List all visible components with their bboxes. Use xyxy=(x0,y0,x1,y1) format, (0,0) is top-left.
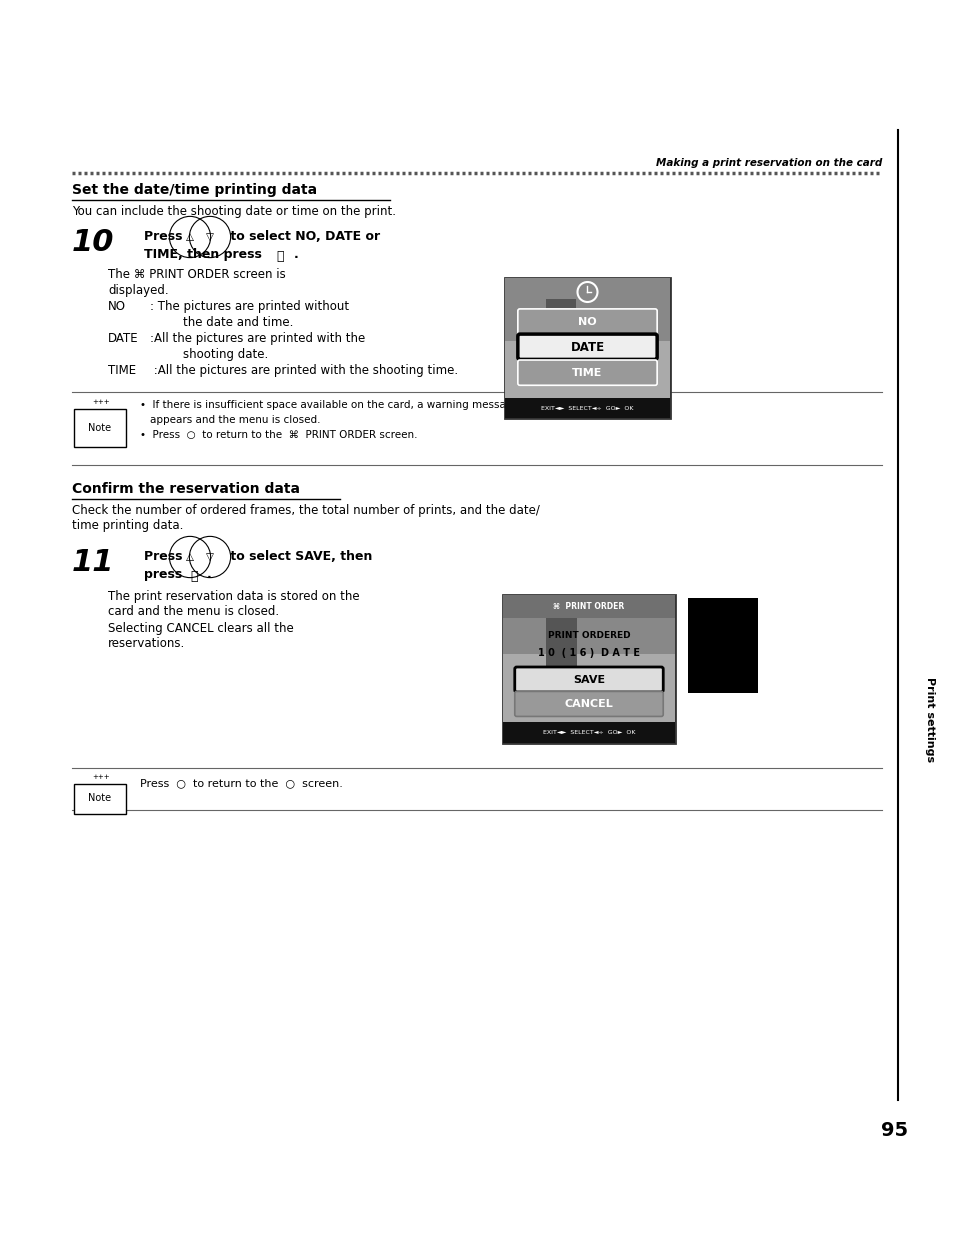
Text: card and the menu is closed.: card and the menu is closed. xyxy=(108,605,279,618)
Text: to select SAVE, then: to select SAVE, then xyxy=(226,550,372,563)
Text: EXIT◄►  SELECT◄÷  GO►  OK: EXIT◄► SELECT◄÷ GO► OK xyxy=(540,406,633,411)
Text: You can include the shooting date or time on the print.: You can include the shooting date or tim… xyxy=(71,206,395,218)
Text: DATE: DATE xyxy=(570,340,604,354)
Text: ▽: ▽ xyxy=(206,232,213,241)
Text: 11: 11 xyxy=(71,548,114,577)
Bar xyxy=(504,279,669,418)
Bar xyxy=(502,595,675,743)
Text: •  If there is insufficient space available on the card, a warning message: • If there is insufficient space availab… xyxy=(140,400,518,410)
Bar xyxy=(504,279,669,340)
Text: The ⌘ PRINT ORDER screen is: The ⌘ PRINT ORDER screen is xyxy=(108,267,286,281)
Text: ⌘  PRINT ORDER: ⌘ PRINT ORDER xyxy=(553,602,624,612)
Text: time printing data.: time printing data. xyxy=(71,519,183,532)
Text: SAVE: SAVE xyxy=(573,675,604,685)
Text: EXIT◄►  SELECT◄÷  GO►  OK: EXIT◄► SELECT◄÷ GO► OK xyxy=(542,730,635,735)
Text: TIME, then press: TIME, then press xyxy=(144,248,266,261)
Text: +++: +++ xyxy=(92,399,110,405)
Text: Press: Press xyxy=(144,550,187,563)
Text: 10: 10 xyxy=(71,228,114,258)
Text: Ⓢ: Ⓢ xyxy=(190,569,197,583)
Bar xyxy=(504,279,669,418)
Text: Note: Note xyxy=(89,794,112,803)
Bar xyxy=(502,595,675,743)
Text: CANCEL: CANCEL xyxy=(564,699,613,709)
Text: Press: Press xyxy=(144,230,187,243)
Text: NO: NO xyxy=(108,300,126,313)
Text: •  Press  ○  to return to the  ⌘  PRINT ORDER screen.: • Press ○ to return to the ⌘ PRINT ORDER… xyxy=(140,430,417,439)
Bar xyxy=(545,618,577,698)
Text: appears and the menu is closed.: appears and the menu is closed. xyxy=(150,415,320,425)
Bar xyxy=(504,397,669,418)
FancyBboxPatch shape xyxy=(517,360,657,385)
Text: TIME: TIME xyxy=(108,364,136,378)
Text: Confirm the reservation data: Confirm the reservation data xyxy=(71,482,299,496)
FancyBboxPatch shape xyxy=(515,667,662,692)
Text: TIME: TIME xyxy=(572,368,602,378)
Text: 1 0  ( 1 6 )  D A T E: 1 0 ( 1 6 ) D A T E xyxy=(537,649,639,659)
Text: .: . xyxy=(207,568,212,581)
FancyBboxPatch shape xyxy=(74,409,126,447)
FancyBboxPatch shape xyxy=(517,334,657,359)
FancyBboxPatch shape xyxy=(74,784,126,815)
Text: shooting date.: shooting date. xyxy=(183,348,268,361)
Text: : The pictures are printed without: : The pictures are printed without xyxy=(150,300,349,313)
Text: :All the pictures are printed with the: :All the pictures are printed with the xyxy=(150,332,365,345)
Text: .: . xyxy=(294,248,298,261)
Text: Selecting CANCEL clears all the: Selecting CANCEL clears all the xyxy=(108,621,294,635)
Text: +++: +++ xyxy=(92,774,110,780)
Text: Print settings: Print settings xyxy=(924,677,934,763)
FancyBboxPatch shape xyxy=(517,310,657,334)
Text: NO: NO xyxy=(578,317,597,327)
Text: △: △ xyxy=(186,552,193,562)
Text: displayed.: displayed. xyxy=(108,284,169,297)
Text: Set the date/time printing data: Set the date/time printing data xyxy=(71,183,316,197)
Bar xyxy=(687,598,758,693)
Text: ▽: ▽ xyxy=(206,552,213,562)
Text: △: △ xyxy=(186,232,193,241)
Text: PRINT ORDERED: PRINT ORDERED xyxy=(547,631,630,640)
Text: Ⓢ: Ⓢ xyxy=(275,250,283,262)
Text: The print reservation data is stored on the: The print reservation data is stored on … xyxy=(108,591,359,603)
Text: to select NO, DATE or: to select NO, DATE or xyxy=(226,230,379,243)
Text: Note: Note xyxy=(89,423,112,433)
Bar xyxy=(502,595,675,654)
Text: Check the number of ordered frames, the total number of prints, and the date/: Check the number of ordered frames, the … xyxy=(71,504,539,517)
Bar xyxy=(502,595,675,618)
Text: reservations.: reservations. xyxy=(108,638,185,650)
FancyBboxPatch shape xyxy=(515,691,662,717)
Text: DATE: DATE xyxy=(108,332,138,345)
Text: Making a print reservation on the card: Making a print reservation on the card xyxy=(655,158,882,168)
Text: 95: 95 xyxy=(881,1120,907,1139)
Text: the date and time.: the date and time. xyxy=(183,316,294,329)
Text: press: press xyxy=(144,568,187,581)
Bar xyxy=(502,722,675,743)
Text: :All the pictures are printed with the shooting time.: :All the pictures are printed with the s… xyxy=(150,364,457,378)
Bar xyxy=(546,300,576,383)
Text: Press  ○  to return to the  ○  screen.: Press ○ to return to the ○ screen. xyxy=(140,777,342,789)
